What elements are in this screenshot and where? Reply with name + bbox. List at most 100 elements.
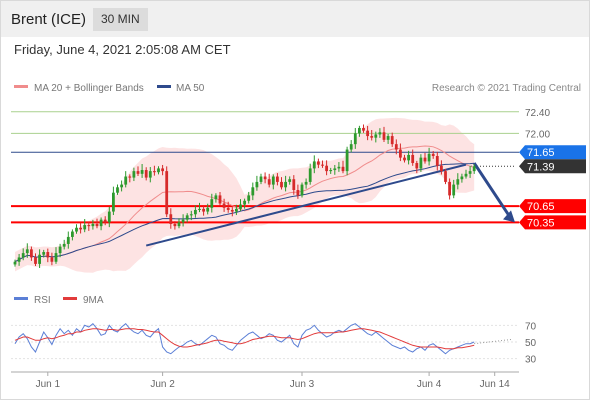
level-tag-support1 bbox=[519, 199, 586, 214]
candle bbox=[374, 131, 378, 143]
candle bbox=[284, 175, 287, 192]
candle-body bbox=[161, 168, 164, 172]
rsi-projection bbox=[474, 339, 512, 345]
candle bbox=[71, 229, 74, 241]
rsi-legend-label: RSI bbox=[34, 295, 51, 306]
candle-body bbox=[99, 219, 103, 227]
candle bbox=[161, 164, 164, 176]
candle bbox=[34, 253, 37, 267]
candle bbox=[198, 202, 201, 213]
candle-body bbox=[226, 207, 230, 210]
candle-body bbox=[349, 144, 353, 150]
candle-body bbox=[136, 171, 140, 174]
candle-body bbox=[239, 204, 242, 209]
level-tag-pivot bbox=[519, 145, 586, 160]
candle-body bbox=[103, 219, 107, 223]
candle bbox=[394, 139, 398, 155]
x-tick-label: Jun 3 bbox=[290, 379, 315, 390]
candle bbox=[173, 221, 177, 230]
candle-body bbox=[91, 223, 95, 227]
candle-body bbox=[378, 132, 382, 135]
candle-body bbox=[157, 168, 160, 173]
candle-body bbox=[235, 208, 238, 212]
candle bbox=[333, 164, 337, 175]
candle bbox=[21, 248, 25, 261]
level-label-resistance1: 72.00 bbox=[525, 129, 550, 140]
candle bbox=[440, 160, 443, 175]
candle-body bbox=[456, 179, 460, 185]
candle-body bbox=[304, 181, 308, 185]
candle bbox=[329, 167, 333, 174]
candle bbox=[472, 164, 476, 174]
candle bbox=[415, 160, 419, 174]
candle bbox=[382, 126, 386, 142]
candle-body bbox=[112, 192, 115, 212]
candle bbox=[411, 149, 415, 166]
candle bbox=[79, 223, 82, 234]
candle-body bbox=[17, 257, 21, 262]
trend-annotations bbox=[145, 162, 515, 247]
candle bbox=[370, 130, 374, 141]
candle-body bbox=[79, 227, 82, 230]
candle bbox=[325, 160, 328, 176]
candle-body bbox=[46, 252, 50, 258]
timeframe-badge[interactable]: 30 MIN bbox=[93, 8, 148, 31]
ma50-legend-swatch bbox=[157, 85, 171, 88]
candle bbox=[280, 177, 283, 190]
candle-body bbox=[144, 170, 148, 178]
candle-body bbox=[13, 261, 17, 265]
candle bbox=[349, 140, 353, 153]
candle-body bbox=[427, 153, 431, 162]
candle bbox=[42, 249, 46, 258]
candle-body bbox=[362, 127, 365, 131]
candle-body bbox=[173, 223, 177, 227]
candle bbox=[353, 127, 357, 149]
candle bbox=[243, 198, 246, 209]
candle-body bbox=[263, 176, 267, 180]
candle bbox=[399, 143, 402, 162]
candle bbox=[66, 231, 70, 249]
candle bbox=[362, 124, 365, 133]
candle-body bbox=[169, 214, 173, 224]
rsi-ma-legend-label: 9MA bbox=[83, 295, 104, 306]
candle bbox=[366, 125, 369, 141]
candle bbox=[91, 219, 95, 230]
candle bbox=[95, 218, 99, 229]
candle-body bbox=[394, 144, 398, 150]
candle bbox=[276, 173, 279, 186]
candle-body bbox=[75, 227, 78, 232]
ma50-legend-label: MA 50 bbox=[176, 83, 205, 94]
candle bbox=[218, 191, 222, 206]
price-levels bbox=[11, 111, 519, 224]
candle-body bbox=[34, 257, 37, 264]
candle bbox=[431, 151, 435, 159]
candle bbox=[83, 219, 87, 233]
candle-body bbox=[42, 252, 46, 255]
candle bbox=[189, 210, 193, 221]
candle bbox=[460, 173, 464, 183]
candle-body bbox=[325, 165, 328, 172]
rsi-legend-swatch bbox=[14, 297, 28, 300]
candle-body bbox=[284, 181, 287, 188]
candle bbox=[202, 206, 205, 216]
candle bbox=[75, 224, 78, 234]
candle-body bbox=[271, 176, 275, 185]
bollinger-band-area bbox=[15, 117, 475, 273]
candle-body bbox=[243, 200, 246, 205]
candle-body bbox=[440, 165, 443, 172]
attribution: Research © 2021 Trading Central bbox=[432, 83, 581, 94]
candle-body bbox=[30, 249, 33, 258]
candle bbox=[235, 204, 238, 216]
rsi-tick-label: 30 bbox=[525, 355, 537, 366]
candle-body bbox=[464, 173, 468, 177]
x-tick-label: Jun 2 bbox=[150, 379, 175, 390]
x-tick-label: Jun 4 bbox=[417, 379, 442, 390]
trendline bbox=[145, 163, 467, 247]
candle-body bbox=[382, 132, 386, 140]
candle bbox=[337, 162, 341, 172]
candle bbox=[317, 158, 320, 169]
candle bbox=[181, 214, 185, 227]
instrument-title: Brent (ICE) bbox=[11, 11, 87, 28]
candle-body bbox=[460, 176, 464, 180]
candle-body bbox=[415, 163, 419, 169]
